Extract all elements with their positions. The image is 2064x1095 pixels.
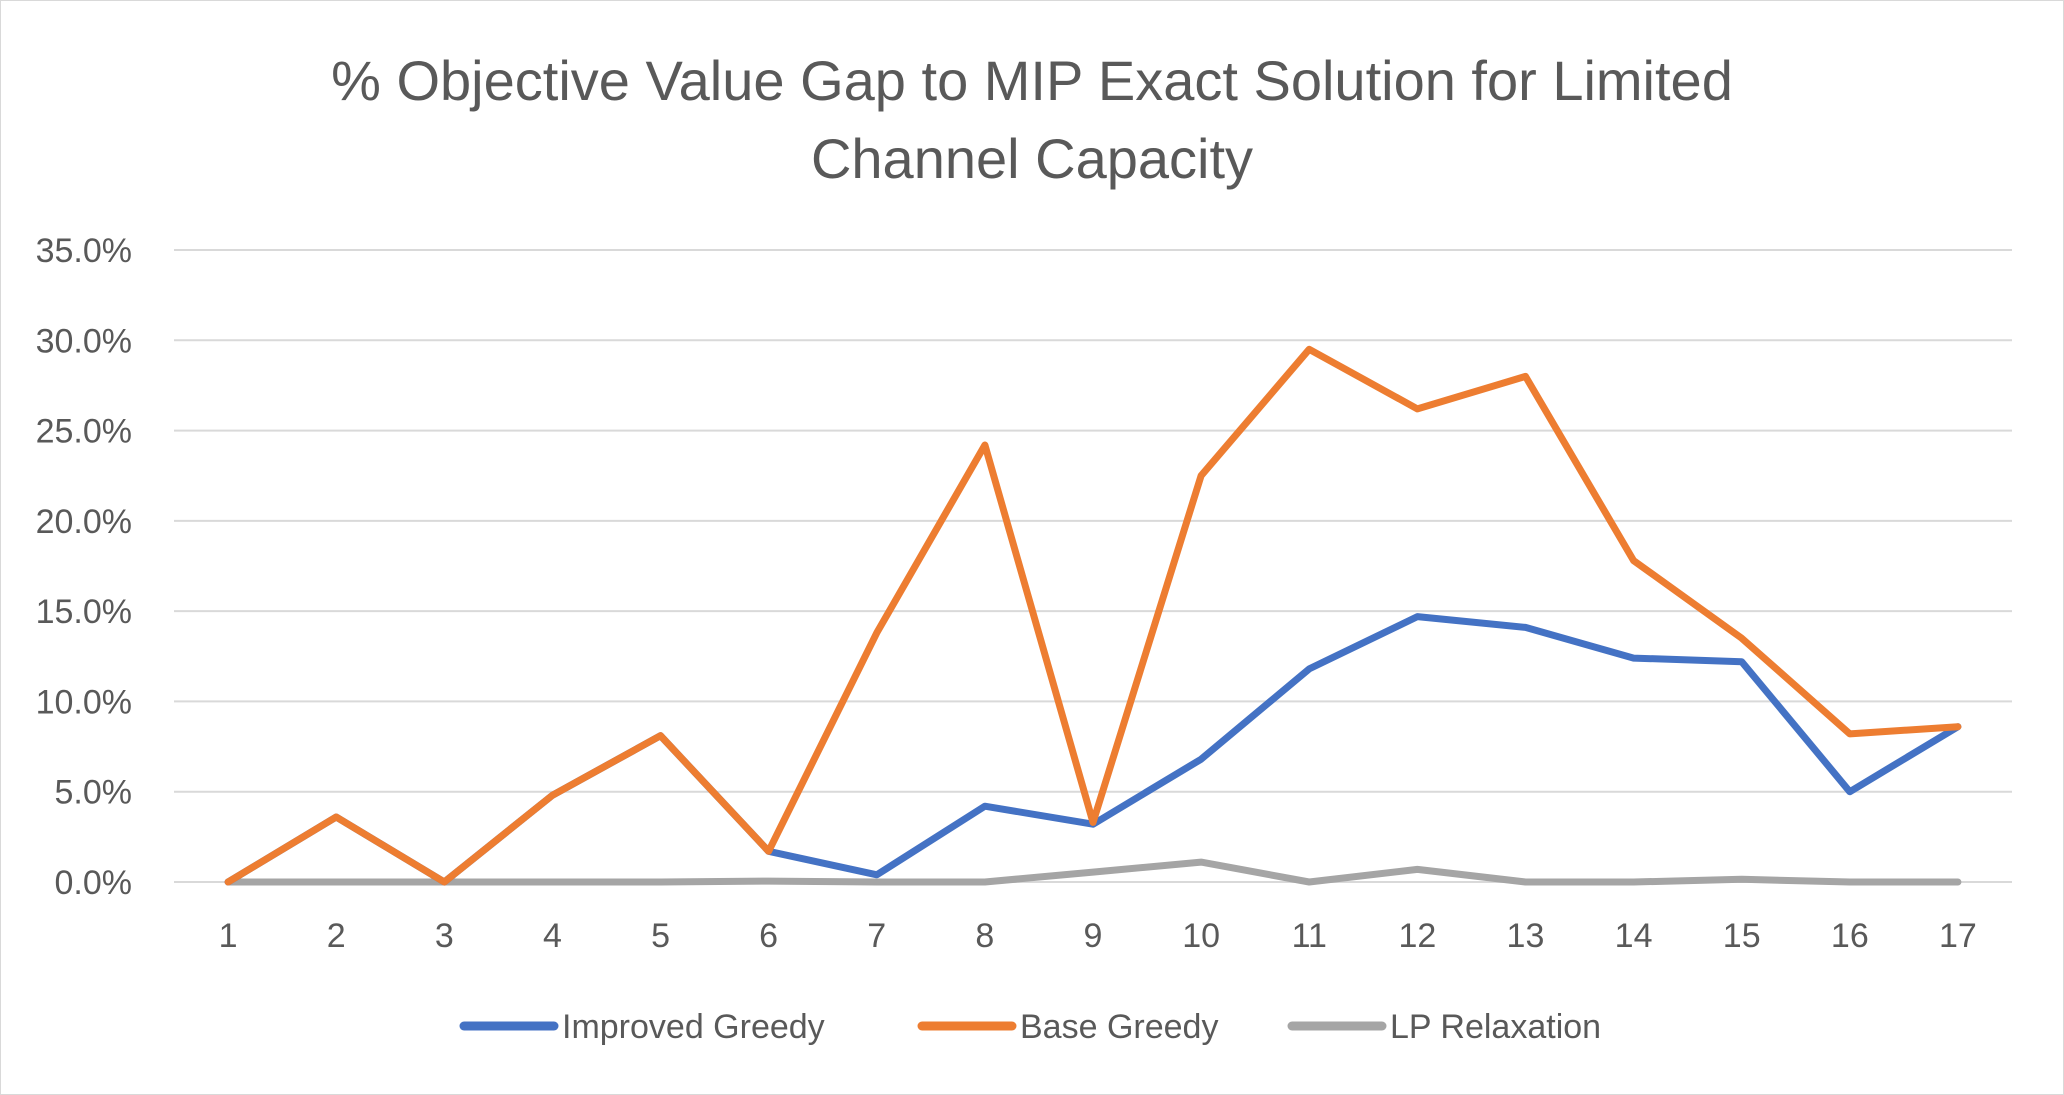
x-tick-label: 3 xyxy=(435,917,454,955)
x-tick-label: 7 xyxy=(867,917,886,955)
legend-label: LP Relaxation xyxy=(1390,1008,1601,1046)
y-tick-label: 15.0% xyxy=(36,593,132,631)
x-tick-label: 17 xyxy=(1939,917,1977,955)
legend: Improved Greedy Base Greedy LP Relaxation xyxy=(459,1008,1601,1046)
series-lines xyxy=(224,345,1962,886)
legend-label: Improved Greedy xyxy=(562,1008,825,1046)
x-tick-label: 10 xyxy=(1182,917,1220,955)
y-tick-label: 25.0% xyxy=(36,413,132,451)
x-tick-label: 14 xyxy=(1615,917,1653,955)
x-tick-label: 9 xyxy=(1084,917,1103,955)
chart-title-line-1: % Objective Value Gap to MIP Exact Solut… xyxy=(331,49,1733,112)
gridlines xyxy=(174,249,2012,883)
x-axis-tick-labels: 1 2 3 4 5 6 7 8 9 10 11 12 13 14 15 16 17 xyxy=(219,917,1977,955)
y-axis-tick-labels: 0.0% 5.0% 10.0% 15.0% 20.0% 25.0% 30.0% 35.0% xyxy=(36,232,132,902)
x-tick-label: 5 xyxy=(651,917,670,955)
chart-title-line-2: Channel Capacity xyxy=(810,127,1254,190)
x-tick-label: 6 xyxy=(759,917,778,955)
x-tick-label: 1 xyxy=(219,917,238,955)
x-tick-label: 11 xyxy=(1292,917,1327,955)
x-tick-label: 8 xyxy=(975,917,994,955)
legend-label: Base Greedy xyxy=(1020,1008,1218,1046)
x-tick-label: 16 xyxy=(1831,917,1869,955)
series-line-improved-greedy xyxy=(224,613,1962,886)
x-tick-label: 12 xyxy=(1398,917,1436,955)
x-tick-label: 2 xyxy=(327,917,346,955)
y-tick-label: 20.0% xyxy=(36,503,132,541)
y-tick-label: 35.0% xyxy=(36,232,132,270)
chart-title: % Objective Value Gap to MIP Exact Solut… xyxy=(0,42,2064,198)
series-line-base-greedy xyxy=(224,345,1962,886)
x-tick-label: 4 xyxy=(543,917,562,955)
y-tick-label: 0.0% xyxy=(55,864,133,902)
x-tick-label: 13 xyxy=(1507,917,1545,955)
series-line-lp-relaxation xyxy=(224,858,1962,886)
y-tick-label: 30.0% xyxy=(36,322,132,360)
y-tick-label: 10.0% xyxy=(36,683,132,721)
x-tick-label: 15 xyxy=(1723,917,1761,955)
y-tick-label: 5.0% xyxy=(55,774,133,812)
